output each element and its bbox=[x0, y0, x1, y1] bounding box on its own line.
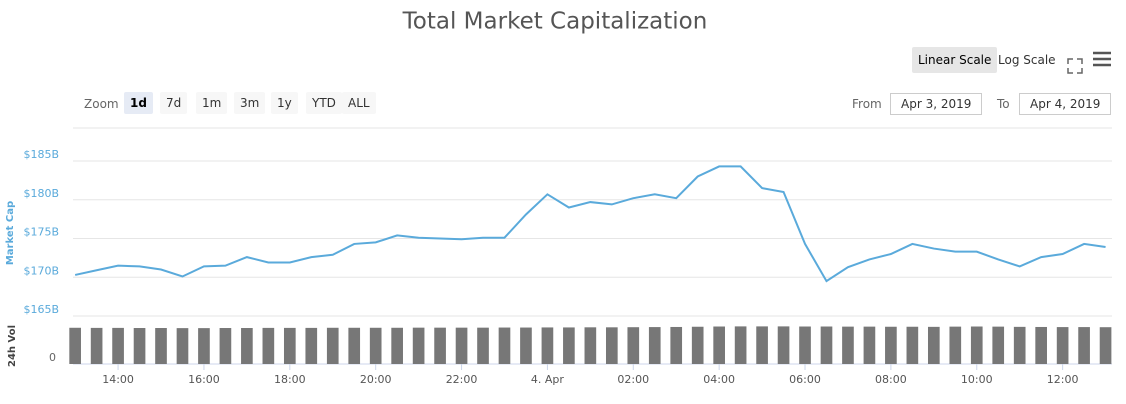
volume-bar bbox=[1056, 327, 1069, 364]
volume-bar bbox=[670, 326, 683, 364]
y-tick-label: $180B bbox=[23, 187, 59, 200]
volume-bar bbox=[1013, 326, 1026, 364]
y-tick-label: $175B bbox=[23, 226, 59, 239]
scale-button[interactable]: Log Scale bbox=[998, 53, 1056, 67]
volume-bar bbox=[176, 328, 189, 364]
y-tick-label: $165B bbox=[23, 303, 59, 316]
volume-bar bbox=[520, 327, 532, 364]
volume-bar bbox=[434, 327, 446, 364]
volume-bar bbox=[498, 327, 511, 364]
y2-tick-label: 0 bbox=[49, 351, 56, 364]
volume-bar bbox=[198, 328, 210, 364]
volume-bar bbox=[863, 326, 876, 364]
zoom-button[interactable]: 3m bbox=[234, 92, 266, 114]
zoom-button[interactable]: 1m bbox=[196, 92, 228, 114]
volume-bar bbox=[477, 327, 489, 364]
zoom-label: Zoom bbox=[84, 97, 119, 111]
volume-bar bbox=[455, 327, 468, 364]
x-tick-label: 12:00 bbox=[1047, 373, 1079, 386]
volume-bar bbox=[348, 327, 361, 364]
zoom-button[interactable]: 7d bbox=[160, 92, 188, 114]
x-tick-label: 4. Apr bbox=[531, 373, 564, 386]
x-tick-label: 22:00 bbox=[446, 373, 478, 386]
volume-bar bbox=[219, 328, 232, 364]
volume-bar bbox=[713, 326, 725, 364]
zoom-button[interactable]: 1y bbox=[271, 92, 298, 114]
volume-bar bbox=[155, 328, 167, 364]
volume-bar bbox=[1078, 327, 1090, 364]
volume-bar bbox=[927, 326, 940, 364]
volume-bar bbox=[69, 327, 81, 364]
volume-bar bbox=[326, 327, 339, 364]
volume-bar bbox=[584, 327, 597, 364]
x-tick-label: 04:00 bbox=[703, 373, 735, 386]
scale-button[interactable]: Linear Scale bbox=[912, 47, 998, 73]
volume-bar bbox=[262, 327, 275, 364]
volume-bar bbox=[648, 327, 661, 364]
from-date-input[interactable]: Apr 3, 2019 bbox=[890, 93, 983, 115]
menu-icon[interactable] bbox=[1093, 51, 1111, 67]
volume-bar bbox=[627, 327, 640, 364]
x-tick-label: 10:00 bbox=[961, 373, 993, 386]
x-tick-label: 08:00 bbox=[875, 373, 907, 386]
x-tick-label: 02:00 bbox=[617, 373, 649, 386]
y-axis-label: Market Cap bbox=[5, 201, 16, 265]
chart-title: Total Market Capitalization bbox=[402, 9, 708, 35]
to-label: To bbox=[997, 97, 1010, 111]
volume-bar bbox=[734, 326, 747, 364]
volume-bar bbox=[412, 327, 425, 364]
volume-bar bbox=[241, 328, 253, 364]
volume-bar bbox=[799, 326, 811, 364]
x-tick-label: 16:00 bbox=[188, 373, 220, 386]
volume-bar bbox=[970, 326, 983, 364]
volume-bar bbox=[756, 326, 768, 364]
volume-bar bbox=[563, 327, 575, 364]
zoom-button[interactable]: 1d bbox=[124, 92, 153, 114]
market-cap-line bbox=[74, 165, 1106, 283]
volume-bar bbox=[605, 327, 618, 364]
volume-bar bbox=[820, 326, 833, 364]
volume-bar bbox=[369, 327, 382, 364]
volume-bar bbox=[992, 326, 1005, 364]
volume-bar bbox=[112, 327, 124, 364]
volume-bar bbox=[691, 326, 704, 364]
zoom-button[interactable]: ALL bbox=[342, 92, 376, 114]
volume-bar bbox=[90, 327, 103, 364]
volume-bar bbox=[1035, 326, 1047, 364]
x-tick-label: 20:00 bbox=[360, 373, 392, 386]
volume-bar bbox=[391, 327, 403, 364]
x-tick-label: 14:00 bbox=[102, 373, 134, 386]
fullscreen-icon[interactable] bbox=[1067, 58, 1083, 74]
x-tick-label: 06:00 bbox=[789, 373, 821, 386]
volume-bar bbox=[906, 326, 919, 364]
volume-bar bbox=[305, 327, 318, 364]
volume-bar bbox=[541, 327, 554, 364]
volume-bar bbox=[283, 327, 296, 364]
volume-bar bbox=[1099, 327, 1112, 364]
y2-axis-label: 24h Vol bbox=[7, 325, 18, 367]
y-tick-label: $170B bbox=[23, 264, 59, 277]
zoom-button[interactable]: YTD bbox=[306, 92, 342, 114]
volume-bar bbox=[949, 326, 962, 364]
from-label: From bbox=[852, 97, 882, 111]
volume-bar bbox=[885, 326, 897, 364]
volume-bar bbox=[777, 326, 790, 364]
y-tick-label: $185B bbox=[23, 148, 59, 161]
volume-bar bbox=[133, 328, 146, 364]
volume-bar bbox=[842, 326, 854, 364]
to-date-input[interactable]: Apr 4, 2019 bbox=[1019, 93, 1112, 115]
x-tick-label: 18:00 bbox=[274, 373, 306, 386]
